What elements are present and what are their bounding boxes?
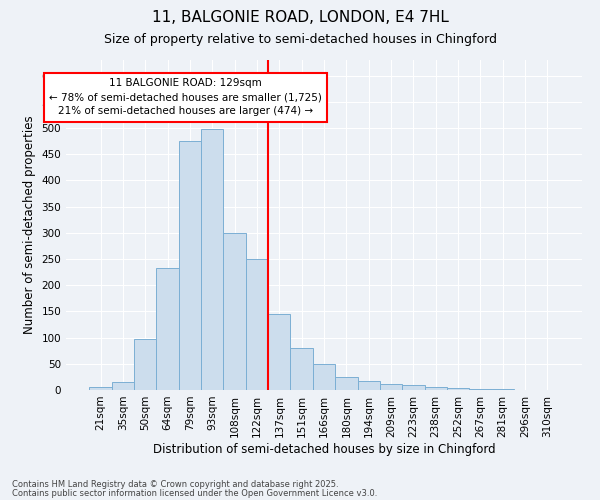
Bar: [290, 348, 313, 390]
Bar: [402, 386, 425, 390]
Text: 11 BALGONIE ROAD: 129sqm
← 78% of semi-detached houses are smaller (1,725)
21% o: 11 BALGONIE ROAD: 129sqm ← 78% of semi-d…: [49, 78, 322, 116]
Bar: [223, 233, 246, 390]
Bar: [134, 339, 157, 390]
Bar: [425, 387, 447, 390]
Bar: [268, 314, 290, 390]
Y-axis label: Number of semi-detached properties: Number of semi-detached properties: [23, 116, 36, 334]
Text: Size of property relative to semi-detached houses in Chingford: Size of property relative to semi-detach…: [104, 32, 497, 46]
Bar: [89, 388, 112, 390]
Text: Contains HM Land Registry data © Crown copyright and database right 2025.: Contains HM Land Registry data © Crown c…: [12, 480, 338, 489]
Text: Contains public sector information licensed under the Open Government Licence v3: Contains public sector information licen…: [12, 488, 377, 498]
Bar: [157, 268, 179, 390]
Text: 11, BALGONIE ROAD, LONDON, E4 7HL: 11, BALGONIE ROAD, LONDON, E4 7HL: [152, 10, 448, 25]
Bar: [358, 380, 380, 390]
Bar: [179, 141, 201, 390]
Bar: [335, 377, 358, 390]
X-axis label: Distribution of semi-detached houses by size in Chingford: Distribution of semi-detached houses by …: [152, 442, 496, 456]
Bar: [380, 384, 402, 390]
Bar: [469, 389, 491, 390]
Bar: [201, 129, 223, 390]
Bar: [246, 259, 268, 390]
Bar: [112, 382, 134, 390]
Bar: [447, 388, 469, 390]
Bar: [313, 364, 335, 390]
